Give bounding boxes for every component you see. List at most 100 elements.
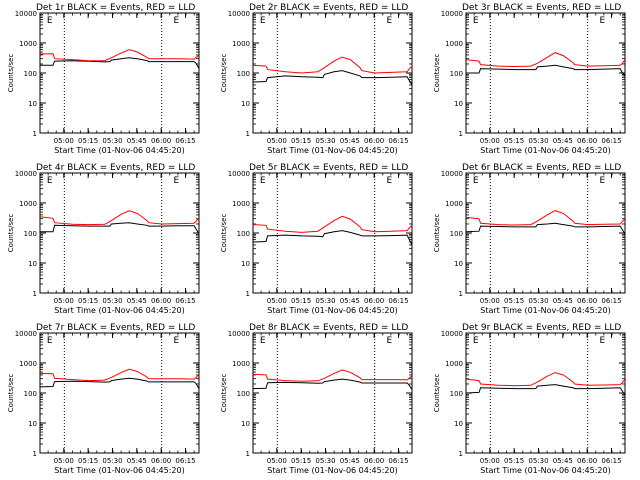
e-marker: E	[386, 336, 392, 346]
e-marker: E	[386, 16, 392, 26]
y-tick-label: 10	[28, 100, 37, 108]
events-series-line	[465, 222, 626, 235]
x-tick-label: 05:45	[127, 457, 147, 465]
y-axis-label: Counts/sec	[220, 214, 228, 253]
y-tick-label: 10000	[228, 330, 250, 338]
x-tick-label: 06:15	[601, 297, 621, 305]
x-tick-label: 05:45	[127, 297, 147, 305]
x-axis-label: Start Time (01-Nov-06 04:45:20)	[54, 146, 184, 155]
e-marker: E	[260, 16, 266, 26]
events-series-line	[252, 70, 413, 86]
y-axis-label: Counts/sec	[433, 374, 441, 413]
x-tick-label: 05:45	[553, 297, 573, 305]
x-tick-label: 05:30	[315, 297, 335, 305]
y-tick-label: 1	[33, 130, 37, 138]
x-axis-label: Start Time (01-Nov-06 04:45:20)	[480, 146, 610, 155]
x-tick-label: 06:00	[577, 297, 597, 305]
y-tick-label: 1000	[445, 200, 463, 208]
y-tick-label: 1	[459, 290, 463, 298]
x-tick-label: 05:00	[480, 297, 500, 305]
e-marker: E	[599, 336, 605, 346]
x-tick-label: 05:00	[480, 457, 500, 465]
x-tick-label: 05:30	[528, 297, 548, 305]
y-tick-label: 100	[24, 230, 37, 238]
x-tick-label: 06:15	[388, 297, 408, 305]
x-tick-label: 06:15	[175, 457, 195, 465]
e-marker: E	[173, 336, 179, 346]
y-tick-label: 1000	[19, 360, 37, 368]
x-tick-label: 05:30	[528, 457, 548, 465]
x-tick-label: 05:45	[127, 137, 147, 145]
events-series-line	[466, 64, 626, 77]
lld-series-line	[39, 368, 200, 382]
y-axis-label: Counts/sec	[220, 374, 228, 413]
x-tick-label: 06:15	[388, 457, 408, 465]
e-marker: E	[473, 176, 479, 186]
x-tick-label: 05:15	[78, 457, 98, 465]
x-axis-label: Start Time (01-Nov-06 04:45:20)	[267, 146, 397, 155]
lld-series-line	[465, 52, 626, 68]
e-marker: E	[473, 16, 479, 26]
x-tick-label: 05:00	[267, 457, 287, 465]
panel-title: Det 7r BLACK = Events, RED = LLD	[36, 323, 195, 333]
y-tick-label: 1	[246, 450, 250, 458]
x-tick-label: 06:00	[364, 137, 384, 145]
y-tick-label: 10	[28, 420, 37, 428]
y-tick-label: 10000	[441, 170, 463, 178]
x-axis-label: Start Time (01-Nov-06 04:45:20)	[54, 466, 184, 475]
events-series-line	[39, 377, 200, 389]
y-tick-label: 1000	[445, 40, 463, 48]
x-tick-label: 05:30	[315, 457, 335, 465]
x-axis-label: Start Time (01-Nov-06 04:45:20)	[480, 466, 610, 475]
y-axis-label: Counts/sec	[7, 214, 15, 253]
y-axis-label: Counts/sec	[433, 54, 441, 93]
events-series-line	[465, 384, 626, 396]
y-tick-label: 10000	[228, 10, 250, 18]
chart-panel-det-9r: Det 9r BLACK = Events, RED = LLD 1 10 100 10…	[433, 323, 626, 475]
y-tick-label: 10000	[15, 170, 37, 178]
x-tick-label: 05:30	[102, 457, 122, 465]
events-series-line	[40, 57, 200, 69]
lld-series-line	[252, 215, 413, 233]
y-tick-label: 1000	[19, 40, 37, 48]
x-tick-label: 06:00	[151, 137, 171, 145]
chart-panel-det-7r: Det 7r BLACK = Events, RED = LLD 1 10 100 10…	[7, 323, 200, 475]
chart-panel-det-2r: Det 2r BLACK = Events, RED = LLD 1 10 100 10…	[220, 3, 413, 155]
e-marker: E	[47, 176, 53, 186]
x-tick-label: 05:30	[102, 137, 122, 145]
y-tick-label: 100	[24, 390, 37, 398]
panel-title: Det 5r BLACK = Events, RED = LLD	[249, 163, 408, 173]
y-tick-label: 1000	[19, 200, 37, 208]
x-tick-label: 05:15	[504, 457, 524, 465]
panel-title: Det 1r BLACK = Events, RED = LLD	[36, 3, 195, 13]
x-tick-label: 06:15	[175, 297, 195, 305]
x-tick-label: 06:00	[151, 297, 171, 305]
x-axis-label: Start Time (01-Nov-06 04:45:20)	[267, 466, 397, 475]
y-axis-label: Counts/sec	[433, 214, 441, 253]
x-tick-label: 05:45	[340, 297, 360, 305]
x-tick-label: 05:00	[480, 137, 500, 145]
y-tick-label: 10	[454, 260, 463, 268]
chart-panel-det-5r: Det 5r BLACK = Events, RED = LLD 1 10 100 10…	[220, 163, 413, 315]
x-axis-label: Start Time (01-Nov-06 04:45:20)	[267, 306, 397, 315]
lld-series-line	[39, 210, 200, 226]
y-tick-label: 1	[246, 130, 250, 138]
y-tick-label: 100	[450, 230, 463, 238]
y-tick-label: 100	[237, 70, 250, 78]
x-axis-label: Start Time (01-Nov-06 04:45:20)	[54, 306, 184, 315]
e-marker: E	[260, 176, 266, 186]
y-tick-label: 100	[237, 390, 250, 398]
x-tick-label: 05:15	[291, 457, 311, 465]
x-tick-label: 06:00	[364, 297, 384, 305]
x-tick-label: 06:15	[175, 137, 195, 145]
y-tick-label: 1	[246, 290, 250, 298]
x-tick-label: 05:30	[102, 297, 122, 305]
y-tick-label: 10	[454, 100, 463, 108]
y-tick-label: 10000	[441, 330, 463, 338]
e-marker: E	[386, 176, 392, 186]
x-tick-label: 06:15	[388, 137, 408, 145]
lld-series-line	[465, 372, 626, 387]
x-tick-label: 05:00	[54, 137, 74, 145]
y-tick-label: 10000	[15, 10, 37, 18]
